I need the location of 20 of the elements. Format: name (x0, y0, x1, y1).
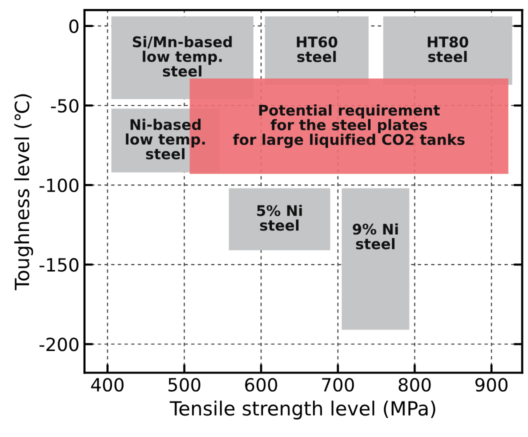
x-axis-title: Tensile strength level (MPa) (170, 400, 436, 420)
series-label: Potential requirement for the steel plates for large liquified CO2 tanks (233, 104, 465, 148)
y-tick-label: -100 (40, 178, 78, 192)
series-label: Si/Mn-based low temp. steel (132, 36, 232, 77)
y-tick-label: -200 (40, 338, 78, 352)
series-label: HT80 steel (428, 36, 468, 62)
x-tick-label: 700 (322, 378, 354, 392)
x-tick-label: 400 (91, 378, 124, 392)
x-tick-label: 500 (168, 378, 200, 392)
y-tick-label: -50 (51, 98, 78, 113)
x-tick-label: 800 (398, 378, 431, 392)
x-tick-label: 600 (245, 378, 278, 392)
series-label: HT60 steel (296, 36, 338, 62)
y-axis-title: Toughness level (℃) (14, 94, 34, 290)
series-label: 5% Ni steel (257, 204, 302, 231)
series-label: 9% Ni steel (352, 223, 398, 250)
series-label: Ni-based low temp. steel (126, 118, 205, 160)
x-tick-label: 900 (475, 378, 508, 392)
y-tick-label: 0 (69, 19, 78, 34)
y-tick-label: -150 (40, 258, 78, 272)
